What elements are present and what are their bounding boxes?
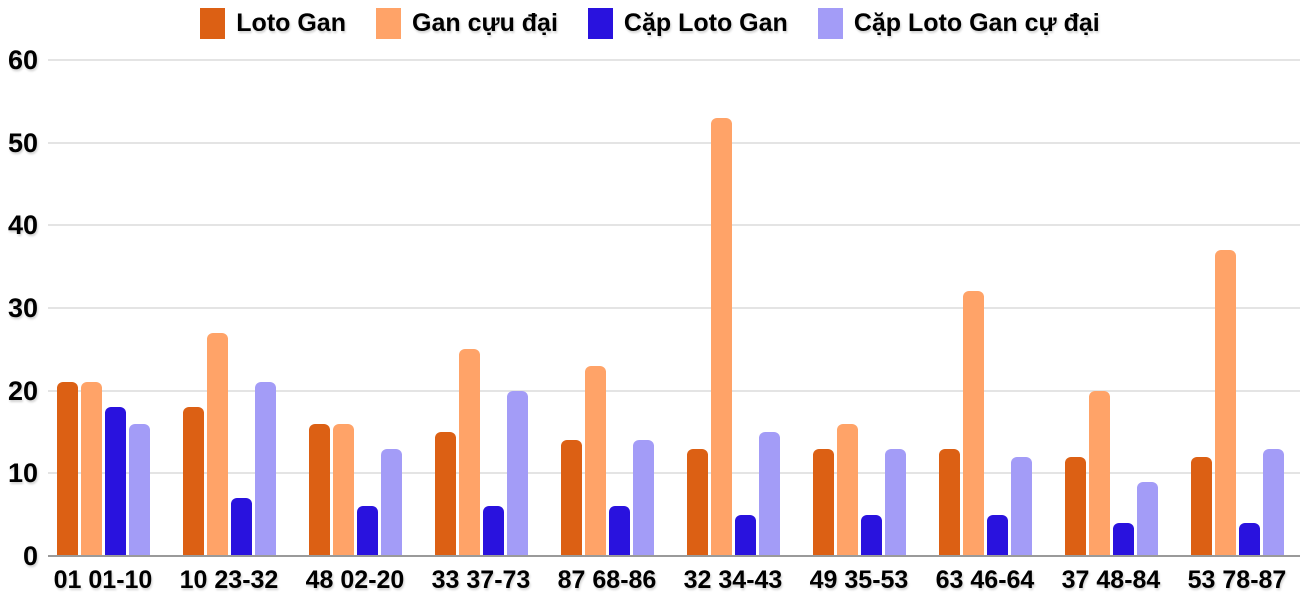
gridline bbox=[48, 472, 1300, 475]
y-axis-tick-label: 40 bbox=[7, 210, 38, 241]
legend-label: Cặp Loto Gan bbox=[623, 8, 788, 37]
legend-label: Cặp Loto Gan cự đại bbox=[853, 8, 1100, 37]
legend-swatch-icon bbox=[376, 7, 401, 39]
bar-gan-cựu-đại-37-48-84[interactable] bbox=[1088, 390, 1110, 556]
legend-item-series-3[interactable]: Cặp Loto Gan cự đại bbox=[817, 7, 1100, 39]
x-axis-category-label: 32 34-43 bbox=[683, 566, 783, 594]
x-axis-category-label: 33 37-73 bbox=[431, 566, 531, 594]
x-axis-line bbox=[48, 555, 1300, 557]
bar-cặp-loto-gan-cự-đại-32-34-43[interactable] bbox=[758, 432, 780, 556]
bar-cặp-loto-gan-cự-đại-33-37-73[interactable] bbox=[506, 390, 528, 556]
x-axis-category-label: 87 68-86 bbox=[557, 566, 657, 594]
legend-label: Loto Gan bbox=[236, 8, 346, 37]
bar-gan-cựu-đại-10-23-32[interactable] bbox=[206, 332, 228, 556]
bar-loto-gan-37-48-84[interactable] bbox=[1064, 456, 1086, 556]
bar-cặp-loto-gan-cự-đại-63-46-64[interactable] bbox=[1010, 456, 1032, 556]
legend-item-series-0[interactable]: Loto Gan bbox=[200, 7, 346, 39]
bar-gan-cựu-đại-63-46-64[interactable] bbox=[962, 291, 984, 556]
x-axis-category-label: 10 23-32 bbox=[179, 566, 279, 594]
bar-gan-cựu-đại-87-68-86[interactable] bbox=[584, 365, 606, 556]
bar-loto-gan-33-37-73[interactable] bbox=[434, 432, 456, 556]
x-axis-category-label: 48 02-20 bbox=[305, 566, 405, 594]
bar-cặp-loto-gan-37-48-84[interactable] bbox=[1112, 522, 1134, 556]
gridline bbox=[48, 224, 1300, 227]
bar-cặp-loto-gan-63-46-64[interactable] bbox=[986, 514, 1008, 556]
x-axis-category-label: 63 46-64 bbox=[935, 566, 1035, 594]
bar-gan-cựu-đại-32-34-43[interactable] bbox=[710, 117, 732, 556]
y-axis-tick-label: 50 bbox=[7, 127, 38, 158]
bar-loto-gan-48-02-20[interactable] bbox=[308, 423, 330, 556]
y-axis-tick-label: 10 bbox=[7, 458, 38, 489]
bar-loto-gan-10-23-32[interactable] bbox=[182, 407, 204, 556]
gridline bbox=[48, 307, 1300, 309]
bar-gan-cựu-đại-48-02-20[interactable] bbox=[332, 423, 354, 556]
bar-cặp-loto-gan-32-34-43[interactable] bbox=[734, 514, 756, 556]
bar-loto-gan-53-78-87[interactable] bbox=[1190, 456, 1212, 556]
x-axis-category-label: 37 48-84 bbox=[1061, 566, 1161, 594]
bar-gan-cựu-đại-49-35-53[interactable] bbox=[836, 423, 858, 556]
x-axis-category-label: 49 35-53 bbox=[809, 566, 909, 594]
y-axis-tick-label: 0 bbox=[22, 541, 38, 571]
bar-gan-cựu-đại-53-78-87[interactable] bbox=[1214, 250, 1236, 556]
y-axis-tick-label: 20 bbox=[7, 375, 38, 406]
bar-cặp-loto-gan-01-01-10[interactable] bbox=[104, 407, 126, 556]
legend-swatch-icon bbox=[200, 7, 226, 39]
x-axis-category-label: 01 01-10 bbox=[53, 566, 153, 594]
legend-swatch-icon bbox=[817, 7, 843, 39]
y-axis-tick-label: 30 bbox=[7, 293, 38, 323]
bar-loto-gan-87-68-86[interactable] bbox=[560, 440, 582, 556]
legend-swatch-icon bbox=[587, 7, 613, 39]
bar-cặp-loto-gan-cự-đại-48-02-20[interactable] bbox=[380, 448, 402, 556]
bar-cặp-loto-gan-48-02-20[interactable] bbox=[356, 506, 378, 556]
legend-item-series-1[interactable]: Gan cựu đại bbox=[376, 7, 558, 39]
bar-cặp-loto-gan-53-78-87[interactable] bbox=[1238, 522, 1260, 556]
bar-loto-gan-01-01-10[interactable] bbox=[56, 382, 78, 556]
bar-cặp-loto-gan-cự-đại-49-35-53[interactable] bbox=[884, 448, 906, 556]
bar-cặp-loto-gan-cự-đại-37-48-84[interactable] bbox=[1136, 481, 1158, 556]
bar-cặp-loto-gan-33-37-73[interactable] bbox=[482, 506, 504, 556]
bar-cặp-loto-gan-cự-đại-10-23-32[interactable] bbox=[254, 382, 276, 556]
legend-item-series-2[interactable]: Cặp Loto Gan bbox=[587, 7, 788, 39]
x-axis-category-label: 53 78-87 bbox=[1187, 566, 1287, 594]
bar-cặp-loto-gan-87-68-86[interactable] bbox=[608, 506, 630, 556]
gridline bbox=[48, 141, 1300, 144]
gridline bbox=[48, 389, 1300, 392]
gridline bbox=[48, 59, 1300, 61]
y-axis-tick-label: 60 bbox=[7, 45, 38, 75]
bar-cặp-loto-gan-49-35-53[interactable] bbox=[860, 514, 882, 556]
bar-loto-gan-49-35-53[interactable] bbox=[812, 448, 834, 556]
chart-legend: Loto Gan Gan cựu đại Cặp Loto Gan Cặp Loto … bbox=[0, 4, 1300, 42]
bar-cặp-loto-gan-cự-đại-01-01-10[interactable] bbox=[128, 423, 150, 556]
bar-cặp-loto-gan-cự-đại-87-68-86[interactable] bbox=[632, 440, 654, 556]
bar-loto-gan-63-46-64[interactable] bbox=[938, 448, 960, 556]
bar-loto-gan-32-34-43[interactable] bbox=[686, 448, 708, 556]
bar-gan-cựu-đại-33-37-73[interactable] bbox=[458, 349, 480, 556]
bar-cặp-loto-gan-cự-đại-53-78-87[interactable] bbox=[1262, 448, 1284, 556]
bar-cặp-loto-gan-10-23-32[interactable] bbox=[230, 498, 252, 556]
bar-gan-cựu-đại-01-01-10[interactable] bbox=[80, 382, 102, 556]
legend-label: Gan cựu đại bbox=[412, 8, 558, 37]
